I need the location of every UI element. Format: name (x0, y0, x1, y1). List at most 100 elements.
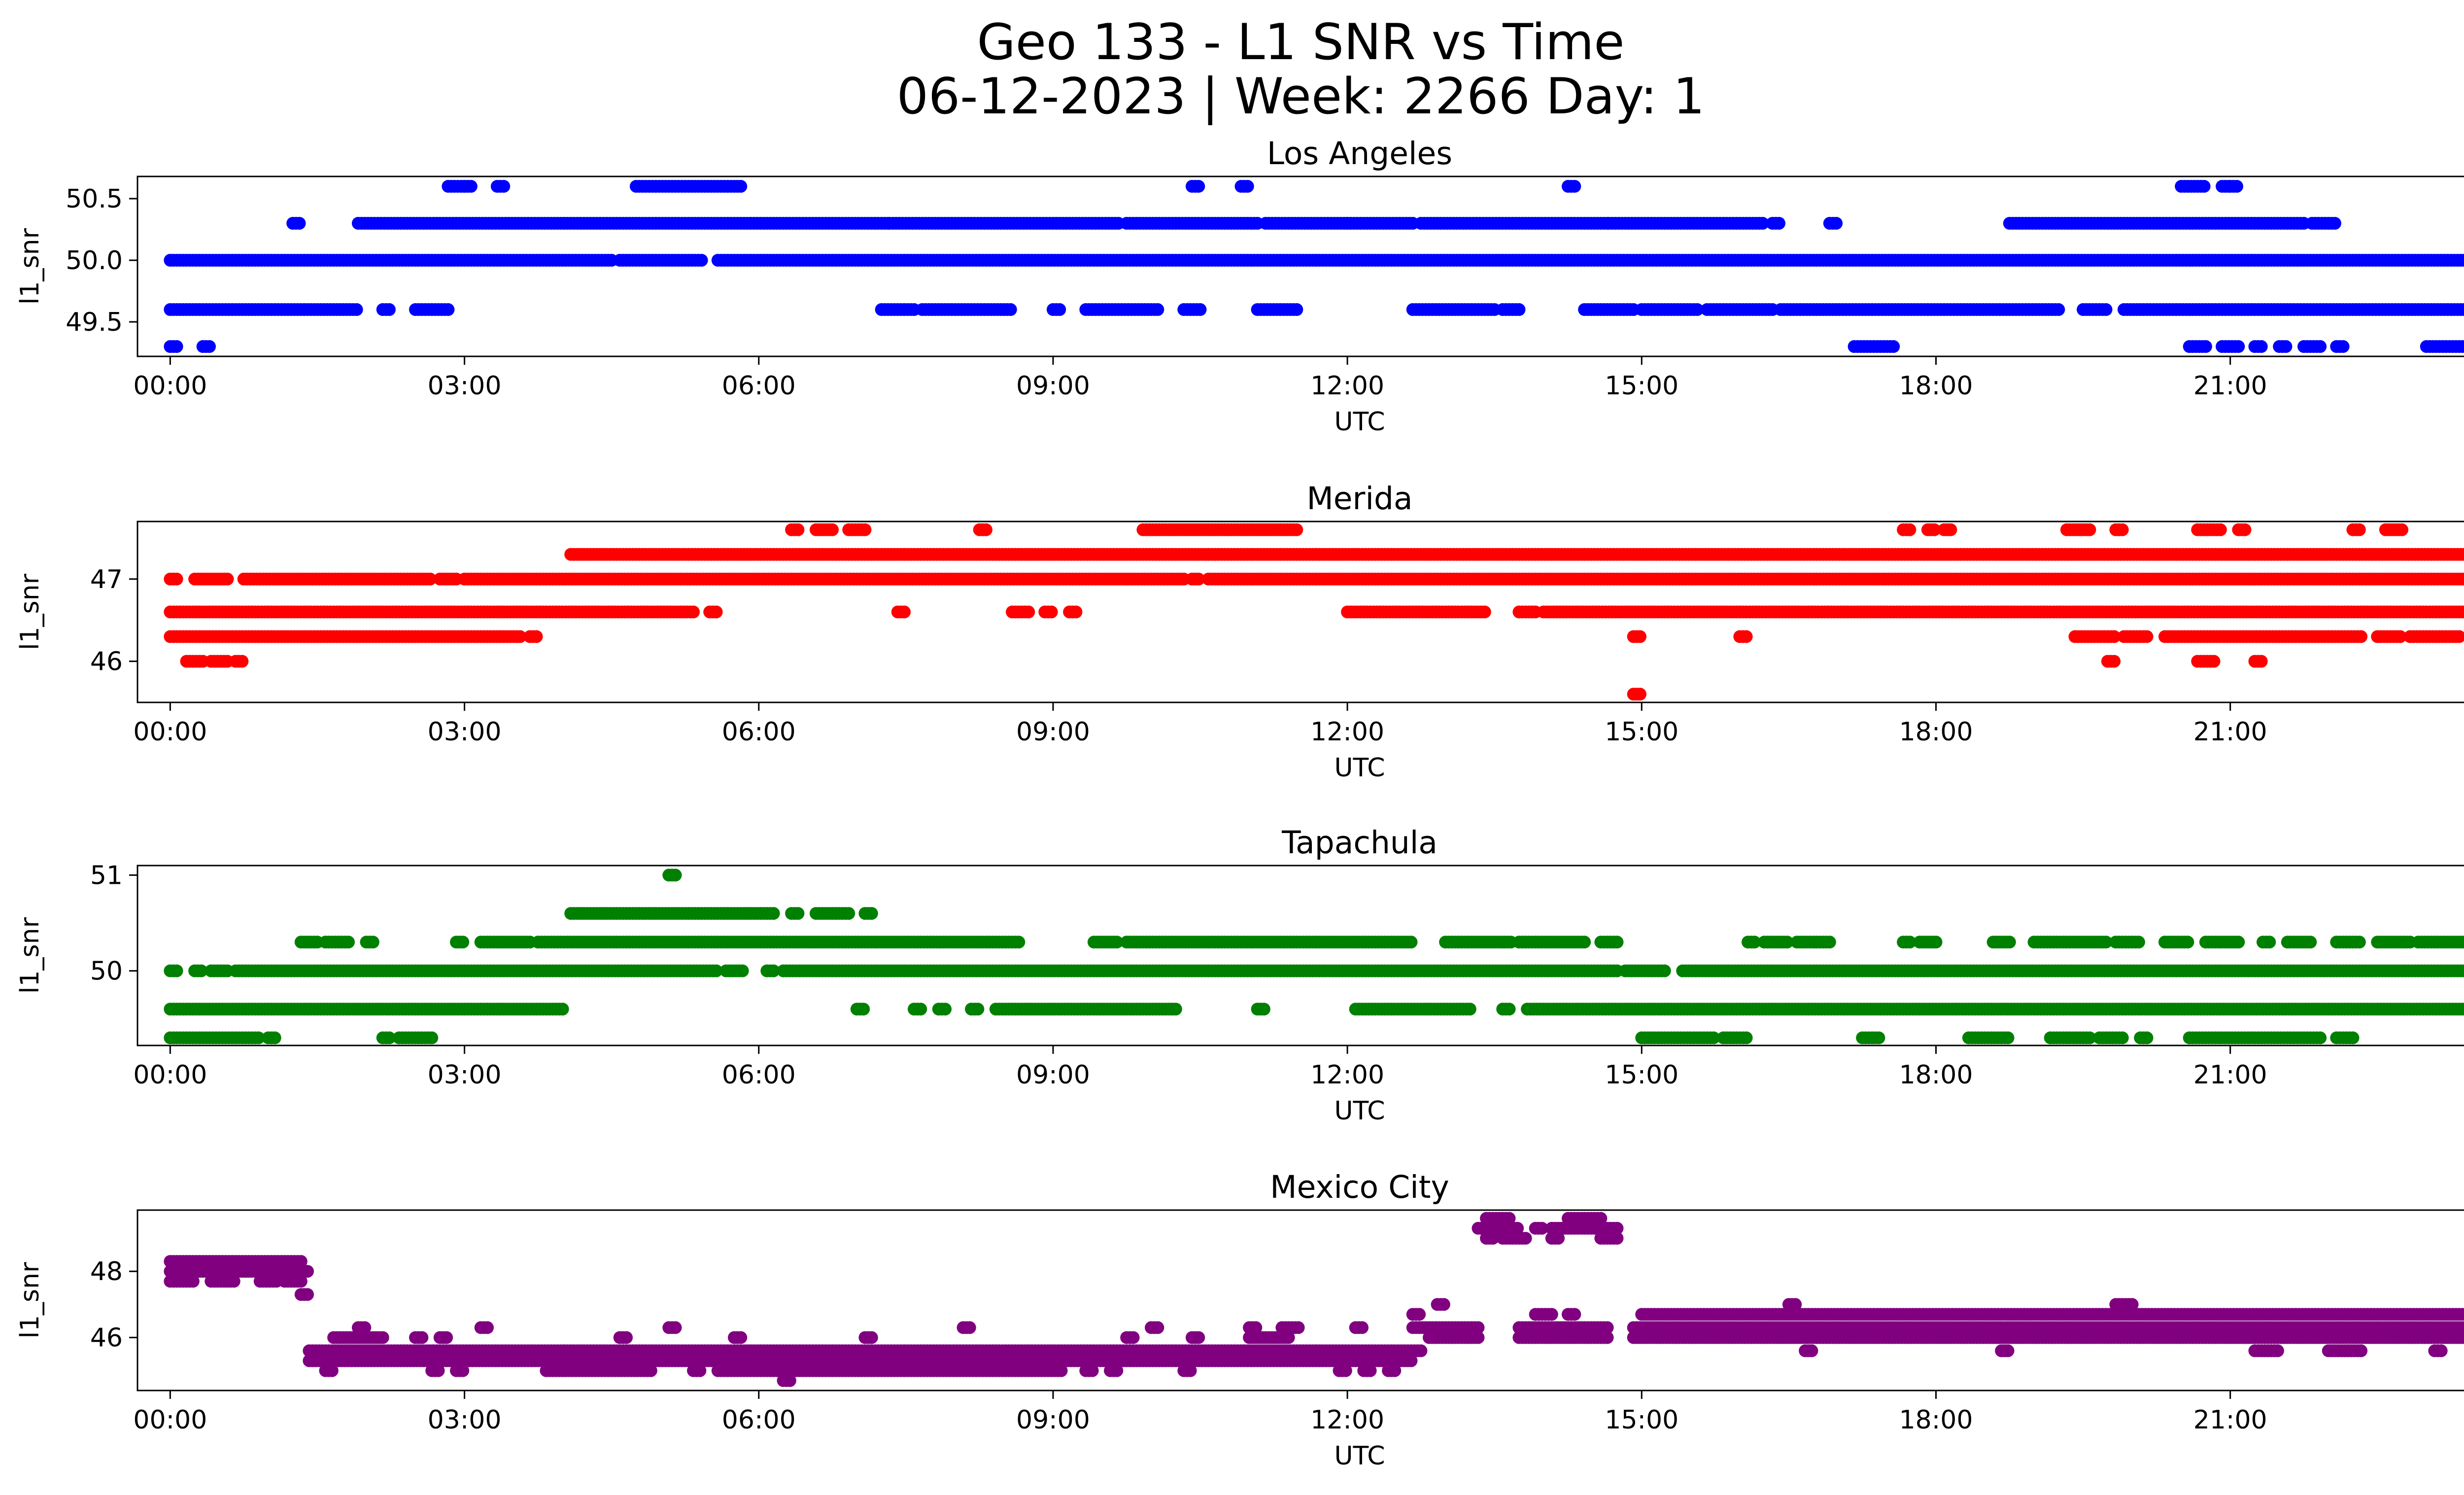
merida-point (530, 630, 543, 643)
los-angeles-x-axis-label: UTC (1334, 407, 1385, 437)
los-angeles-point (2336, 340, 2350, 353)
merida-point (2083, 523, 2096, 536)
merida-point (858, 523, 872, 536)
merida-point (1022, 605, 1035, 619)
los-angeles-point (2255, 340, 2268, 353)
merida-point (423, 572, 437, 586)
los-angeles-point (464, 180, 478, 193)
merida-point (236, 655, 249, 668)
los-angeles-point (2099, 303, 2113, 316)
merida-point (1903, 523, 1916, 536)
merida-x-tick-label: 18:00 (1899, 717, 1973, 747)
los-angeles-axes-frame (137, 175, 2464, 357)
merida-x-tick-label: 21:00 (2193, 717, 2267, 747)
los-angeles-point (170, 340, 183, 353)
los-angeles-point (1192, 180, 1205, 193)
merida-point (687, 605, 700, 619)
los-angeles-point (1194, 303, 1207, 316)
los-angeles-point (2461, 254, 2464, 266)
tapachula-point (456, 936, 470, 949)
merida-x-axis-label: UTC (1334, 753, 1385, 783)
los-angeles-point (1830, 217, 1843, 230)
merida-point (1634, 630, 1646, 643)
merida-point (2140, 630, 2154, 643)
merida-point (1290, 523, 1303, 536)
merida-x-tick-label: 09:00 (1016, 717, 1090, 747)
merida-point (2353, 523, 2366, 536)
los-angeles-y-tick-label: 50.0 (66, 246, 123, 276)
los-angeles-x-tick-label: 21:00 (2193, 371, 2267, 401)
figure-title-line1: Geo 133 - L1 SNR vs Time (977, 13, 1625, 71)
merida-point (2461, 549, 2464, 560)
los-angeles-point (2199, 340, 2212, 353)
los-angeles-point (1887, 340, 1900, 353)
merida-point (791, 523, 805, 536)
merida-point (221, 572, 234, 586)
tapachula-point (842, 907, 856, 920)
tapachula-point (1012, 936, 1026, 949)
los-angeles-point (2314, 340, 2327, 353)
los-angeles-point (442, 303, 455, 316)
tapachula-point (2232, 936, 2245, 949)
merida-point (2214, 523, 2227, 536)
merida-point (2396, 523, 2409, 536)
tapachula-point (342, 936, 355, 949)
los-angeles-point (2459, 340, 2464, 353)
merida-point (1478, 605, 1491, 619)
merida-y-tick-label: 47 (90, 565, 123, 594)
merida-point (170, 572, 183, 586)
merida-x-tick-label: 03:00 (428, 717, 502, 747)
tapachula-point (669, 869, 682, 882)
tapachula-point (2263, 936, 2276, 949)
los-angeles-point (293, 217, 306, 230)
los-angeles-point (2197, 180, 2211, 193)
merida-point (826, 523, 839, 536)
los-angeles-point (2052, 303, 2065, 316)
merida-point (1192, 572, 1205, 586)
merida-point (710, 605, 723, 619)
tapachula-point (1823, 936, 1836, 949)
merida-point (2116, 523, 2129, 536)
los-angeles-point (497, 180, 511, 193)
merida-point (1740, 630, 1753, 643)
merida-x-tick-label: 12:00 (1310, 717, 1384, 747)
los-angeles-y-tick-label: 49.5 (66, 308, 123, 337)
tapachula-point (2003, 936, 2016, 949)
merida-point (1634, 688, 1646, 701)
tapachula-point (767, 907, 780, 920)
los-angeles-point (1691, 303, 1704, 316)
merida-point (1045, 605, 1058, 619)
tapachula-point (366, 936, 379, 949)
los-angeles-x-tick-label: 06:00 (722, 371, 796, 401)
los-angeles-y-tick-label: 50.5 (66, 184, 123, 214)
tapachula-point (791, 907, 805, 920)
los-angeles-point (2279, 340, 2293, 353)
merida-point (2207, 655, 2221, 668)
merida-point (1928, 523, 1941, 536)
los-angeles-point (350, 303, 363, 316)
merida-x-tick-label: 00:00 (133, 717, 207, 747)
merida-point (2355, 630, 2368, 643)
merida-subplot-title: Merida (1306, 481, 1412, 517)
los-angeles-point (1568, 180, 1581, 193)
merida-point (2238, 523, 2252, 536)
tapachula-point (170, 964, 183, 977)
los-angeles-point (1756, 217, 1769, 230)
los-angeles-subplot-title: Los Angeles (1267, 136, 1452, 172)
merida-x-tick-label: 06:00 (722, 717, 796, 747)
tapachula-point (736, 964, 749, 977)
tapachula-point (2181, 936, 2194, 949)
los-angeles-point (1773, 217, 1785, 230)
merida-point (1069, 605, 1083, 619)
los-angeles-x-tick-label: 09:00 (1016, 371, 1090, 401)
merida-y-axis-label: l1_snr (15, 573, 45, 650)
los-angeles-point (1290, 303, 1303, 316)
merida-points (164, 523, 2464, 701)
tapachula-point (865, 907, 878, 920)
los-angeles-point (2232, 340, 2245, 353)
merida-point (2108, 655, 2121, 668)
los-angeles-y-axis-label: l1_snr (15, 228, 45, 305)
tapachula-point (1404, 936, 1418, 949)
